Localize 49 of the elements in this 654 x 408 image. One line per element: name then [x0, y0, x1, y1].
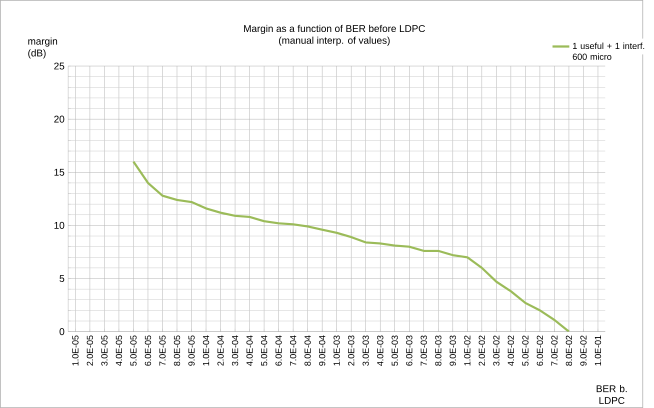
x-tick-label: 8.0E-04 [304, 335, 311, 366]
line-series [132, 160, 570, 332]
x-tick-label: 7.0E-05 [159, 335, 166, 366]
x-tick-label: 6.0E-05 [144, 335, 152, 366]
x-tick-label: 8.0E-05 [174, 335, 180, 366]
x-tick-label: 1.0E-04 [202, 335, 210, 366]
y-tick-label: 20 [54, 116, 64, 123]
y-tick-label: 15 [54, 168, 64, 176]
chart-title: Margin as a function of BER before LDPC [244, 24, 425, 34]
chart-subtitle: (manual interp. of values) [279, 36, 390, 46]
x-tick-label: 2.0E-02 [478, 336, 485, 366]
x-tick-label: 2.0E-04 [217, 335, 224, 366]
x-tick-label: 3.0E-02 [493, 336, 500, 366]
x-tick-label: 3.0E-05 [101, 335, 108, 366]
x-tick-label: 7.0E-04 [290, 335, 296, 366]
y-tick-label: 0 [60, 328, 64, 336]
x-tick-label: 9.0E-02 [580, 336, 587, 366]
x-tick-label: 1.0E-02 [464, 336, 470, 366]
x-tick-label: 3.0E-03 [362, 335, 369, 366]
x-tick-label: 8.0E-02 [566, 336, 572, 366]
y-axis-title: margin (dB) [28, 37, 58, 58]
x-tick-label: 1.0E-05 [72, 335, 79, 366]
x-tick-label: 3.0E-04 [232, 335, 238, 366]
x-tick-label: 5.0E-02 [522, 336, 529, 366]
y-tick-label: 25 [54, 62, 64, 70]
x-tick-label: 5.0E-05 [130, 335, 137, 366]
x-tick-label: 4.0E-05 [116, 335, 122, 366]
x-tick-label: 4.0E-04 [246, 335, 253, 366]
x-tick-label: 4.0E-03 [377, 335, 384, 366]
y-tick-label: 10 [54, 222, 64, 229]
x-tick-label: 9.0E-05 [188, 335, 195, 366]
x-tick-label: 6.0E-04 [275, 335, 282, 366]
x-tick-label: 9.0E-04 [319, 335, 326, 366]
x-tick-label: 1.0E-03 [334, 335, 340, 366]
x-tick-label: 2.0E-03 [348, 335, 354, 366]
x-tick-label: 7.0E-02 [551, 336, 558, 366]
x-tick-label: 6.0E-03 [406, 335, 412, 366]
x-tick-label: 5.0E-04 [260, 335, 268, 366]
x-tick-label: 7.0E-03 [420, 335, 427, 366]
y-tick-label: 5 [60, 275, 64, 282]
x-axis-title: BER b. LDPC [596, 384, 627, 404]
x-tick-label: 1.0E-01 [594, 336, 602, 366]
x-tick-label: 8.0E-03 [435, 335, 442, 366]
x-tick-label: 9.0E-03 [450, 335, 456, 366]
x-tick-label: 2.0E-05 [86, 335, 94, 366]
x-tick-label: 5.0E-03 [392, 335, 398, 366]
x-tick-label: 6.0E-02 [536, 336, 544, 366]
legend-label: 1 useful + 1 interf. 600 micro [572, 42, 644, 60]
x-tick-label: 4.0E-02 [508, 336, 514, 366]
